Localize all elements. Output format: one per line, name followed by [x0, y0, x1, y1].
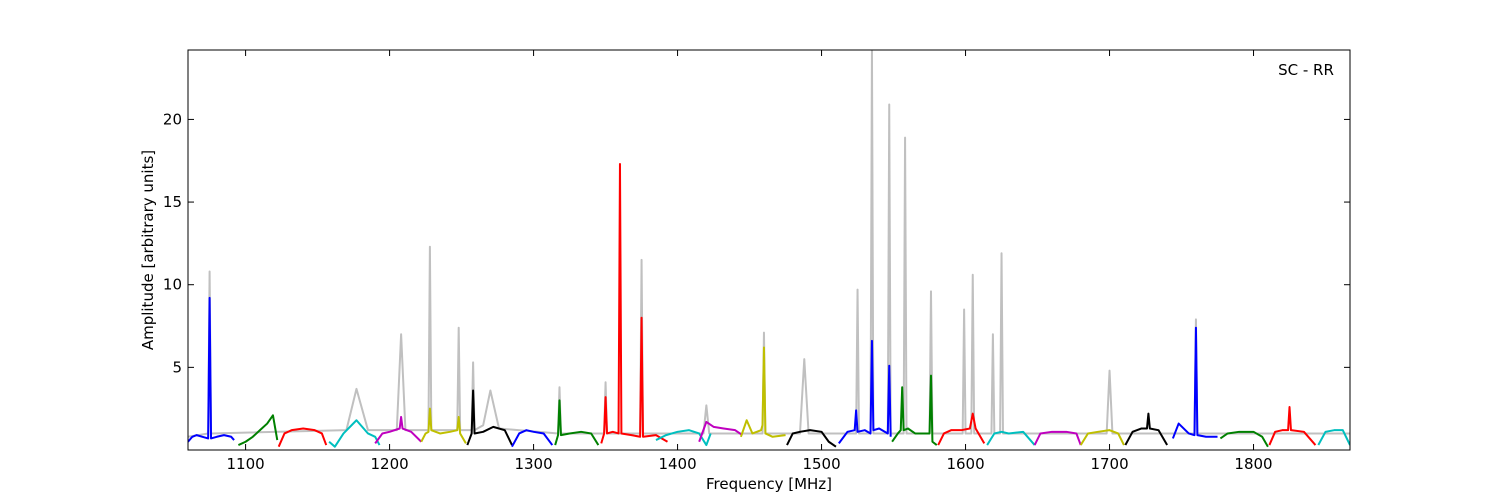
series-line	[188, 296, 235, 443]
series-line	[600, 163, 668, 444]
series-line	[277, 427, 328, 448]
series-line	[1079, 429, 1125, 446]
plot-area	[188, 50, 1350, 448]
series-line	[786, 429, 837, 448]
axes-frame	[187, 49, 1351, 451]
y-tick-label: 10	[163, 276, 182, 294]
series-line	[655, 429, 712, 447]
y-tick-label: 20	[163, 110, 182, 128]
series-line	[188, 50, 1350, 438]
x-tick-label: 1300	[514, 455, 552, 473]
x-tick-label: 1600	[946, 455, 984, 473]
series-line	[1317, 429, 1350, 446]
x-axis-label: Frequency [MHz]	[706, 475, 832, 493]
x-tick-label: 1700	[1090, 455, 1128, 473]
x-tick-label: 1400	[658, 455, 696, 473]
y-tick-label: 15	[163, 193, 182, 211]
series-line	[698, 420, 743, 443]
series-line	[891, 374, 938, 446]
series-line	[466, 389, 513, 446]
x-tick-label: 1800	[1234, 455, 1272, 473]
series-line	[237, 414, 279, 446]
series-line	[838, 339, 892, 444]
series-line	[374, 415, 422, 444]
y-axis-label: Amplitude [arbitrary units]	[139, 150, 157, 350]
series-line	[511, 429, 554, 448]
series-line	[739, 346, 786, 438]
series-line	[1219, 430, 1269, 448]
series-line	[986, 430, 1036, 446]
x-tick-label: 1100	[227, 455, 265, 473]
x-tick-label: 1200	[370, 455, 408, 473]
annotation: SC - RR	[1278, 61, 1334, 79]
series-line	[420, 407, 467, 444]
y-tick-label: 5	[172, 358, 182, 376]
series-line	[1171, 326, 1218, 439]
series-line	[1124, 412, 1168, 446]
x-tick-label: 1500	[802, 455, 840, 473]
series-line	[937, 412, 986, 446]
series-line	[1033, 430, 1082, 446]
series-line	[554, 399, 600, 446]
series-line	[328, 419, 381, 448]
series-line	[1268, 406, 1317, 446]
